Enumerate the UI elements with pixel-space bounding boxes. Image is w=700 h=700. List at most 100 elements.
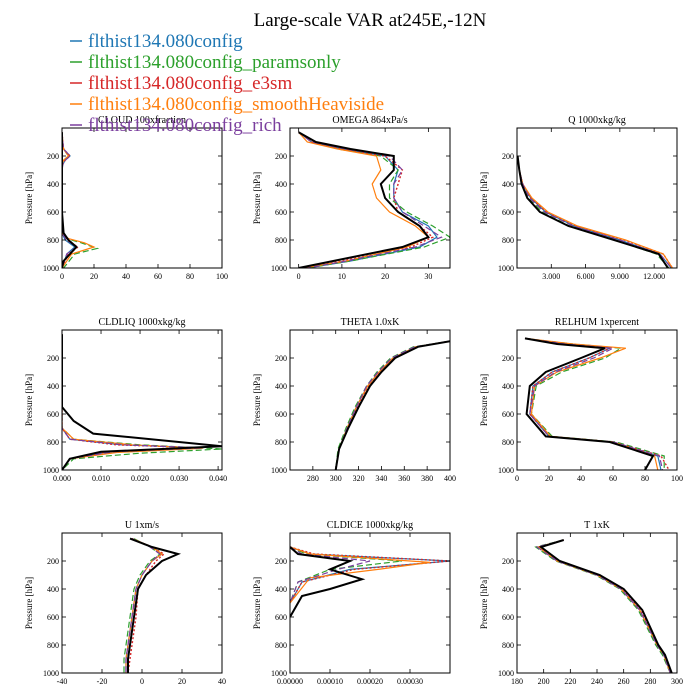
y-tick-label: 1000 bbox=[271, 264, 287, 273]
x-tick-label: 20 bbox=[545, 474, 553, 483]
panel-4: CLDLIQ 1000xkg/kg Pressure [hPa] 200 400 600… bbox=[24, 317, 227, 483]
x-tick-label: 40 bbox=[122, 272, 130, 281]
legend-label-1: flthist134.080config bbox=[88, 31, 243, 52]
panel-title: OMEGA 864xPa/s bbox=[332, 115, 407, 126]
y-axis-label: Pressure [hPa] bbox=[479, 374, 489, 426]
y-tick-label: 200 bbox=[502, 152, 514, 161]
y-tick-label: 1000 bbox=[43, 669, 59, 678]
x-tick-label: 0.040 bbox=[209, 474, 227, 483]
series-line-4-6 bbox=[62, 334, 222, 470]
y-tick-label: 600 bbox=[502, 410, 514, 419]
y-tick-label: 200 bbox=[502, 557, 514, 566]
y-tick-label: 600 bbox=[47, 208, 59, 217]
x-tick-label: 30 bbox=[424, 272, 432, 281]
x-tick-label: 40 bbox=[218, 677, 226, 686]
y-tick-label: 600 bbox=[275, 613, 287, 622]
y-tick-label: 400 bbox=[47, 382, 59, 391]
x-tick-label: 20 bbox=[90, 272, 98, 281]
series-line-8-6 bbox=[290, 546, 366, 618]
x-tick-label: 0 bbox=[297, 272, 301, 281]
y-axis-label: Pressure [hPa] bbox=[24, 374, 34, 426]
series-line-8-5 bbox=[290, 546, 371, 604]
x-tick-label: 0.00000 bbox=[277, 677, 303, 686]
x-tick-label: 10 bbox=[338, 272, 346, 281]
x-tick-label: 180 bbox=[511, 677, 523, 686]
y-tick-label: 200 bbox=[47, 152, 59, 161]
legend-label-4: flthist134.080config_smoothHeaviside bbox=[88, 94, 384, 115]
y-axis-label: Pressure [hPa] bbox=[479, 172, 489, 224]
x-tick-label: -40 bbox=[57, 677, 68, 686]
panel-title: T 1xK bbox=[584, 520, 610, 531]
x-tick-label: 80 bbox=[186, 272, 194, 281]
plot-frame bbox=[61, 329, 223, 471]
y-tick-label: 1000 bbox=[498, 669, 514, 678]
series-line-2-5 bbox=[298, 131, 443, 268]
x-tick-label: 0 bbox=[60, 272, 64, 281]
series-line-6-5 bbox=[524, 337, 664, 470]
panel-title: RELHUM 1xpercent bbox=[555, 317, 639, 328]
x-tick-label: 20 bbox=[381, 272, 389, 281]
y-tick-label: 400 bbox=[275, 382, 287, 391]
y-axis-label: Pressure [hPa] bbox=[252, 172, 262, 224]
y-tick-label: 200 bbox=[275, 152, 287, 161]
plot-frame bbox=[516, 329, 678, 471]
x-tick-label: 3.000 bbox=[542, 272, 560, 281]
x-tick-label: 100 bbox=[216, 272, 228, 281]
x-tick-label: 60 bbox=[609, 474, 617, 483]
series-line-3-6 bbox=[517, 155, 669, 268]
x-tick-label: 0 bbox=[515, 474, 519, 483]
plot-frame bbox=[289, 329, 451, 471]
panel-title: CLOUD 100xfraction bbox=[98, 115, 186, 126]
panel-title: THETA 1.0xK bbox=[341, 317, 400, 328]
x-tick-label: 0.030 bbox=[170, 474, 188, 483]
x-tick-label: 20 bbox=[178, 677, 186, 686]
y-tick-label: 200 bbox=[275, 354, 287, 363]
x-tick-label: 200 bbox=[538, 677, 550, 686]
panel-5: THETA 1.0xK Pressure [hPa] 200 400 600 800 100… bbox=[252, 317, 456, 483]
series-line-2-4 bbox=[298, 131, 430, 268]
y-tick-label: 1000 bbox=[498, 466, 514, 475]
y-tick-label: 600 bbox=[47, 613, 59, 622]
series-line-6-6 bbox=[524, 337, 655, 470]
y-tick-label: 200 bbox=[502, 354, 514, 363]
y-axis-label: Pressure [hPa] bbox=[24, 577, 34, 629]
x-tick-label: 60 bbox=[154, 272, 162, 281]
series-line-7-6 bbox=[127, 537, 182, 673]
x-tick-label: 0 bbox=[140, 677, 144, 686]
series-line-1-1 bbox=[62, 132, 76, 268]
series-line-8-4 bbox=[290, 546, 431, 604]
legend-label-3: flthist134.080config_e3sm bbox=[88, 73, 292, 94]
y-tick-label: 800 bbox=[275, 236, 287, 245]
y-tick-label: 600 bbox=[275, 410, 287, 419]
x-tick-label: -20 bbox=[97, 677, 108, 686]
x-tick-label: 0.00010 bbox=[317, 677, 343, 686]
x-tick-label: 340 bbox=[375, 474, 387, 483]
y-tick-label: 800 bbox=[275, 438, 287, 447]
x-tick-label: 280 bbox=[644, 677, 656, 686]
plot-frame bbox=[516, 127, 678, 269]
y-tick-label: 800 bbox=[47, 641, 59, 650]
legend-label-2: flthist134.080config_paramsonly bbox=[88, 52, 341, 73]
y-tick-label: 400 bbox=[275, 180, 287, 189]
series-line-4-5 bbox=[62, 334, 203, 470]
y-tick-label: 600 bbox=[47, 410, 59, 419]
series-line-2-2 bbox=[298, 131, 450, 268]
x-tick-label: 320 bbox=[353, 474, 365, 483]
y-tick-label: 600 bbox=[502, 613, 514, 622]
legend-label-5: flthist134.080config_rich bbox=[88, 115, 282, 136]
y-tick-label: 400 bbox=[502, 180, 514, 189]
series-line-5-6 bbox=[334, 340, 450, 470]
series-line-1-2 bbox=[62, 132, 100, 268]
y-tick-label: 1000 bbox=[271, 669, 287, 678]
series-line-9-6 bbox=[538, 539, 673, 673]
x-tick-label: 0.020 bbox=[131, 474, 149, 483]
x-tick-label: 300 bbox=[330, 474, 342, 483]
y-tick-label: 800 bbox=[502, 236, 514, 245]
x-tick-label: 380 bbox=[421, 474, 433, 483]
series-line-2-6 bbox=[298, 131, 431, 268]
